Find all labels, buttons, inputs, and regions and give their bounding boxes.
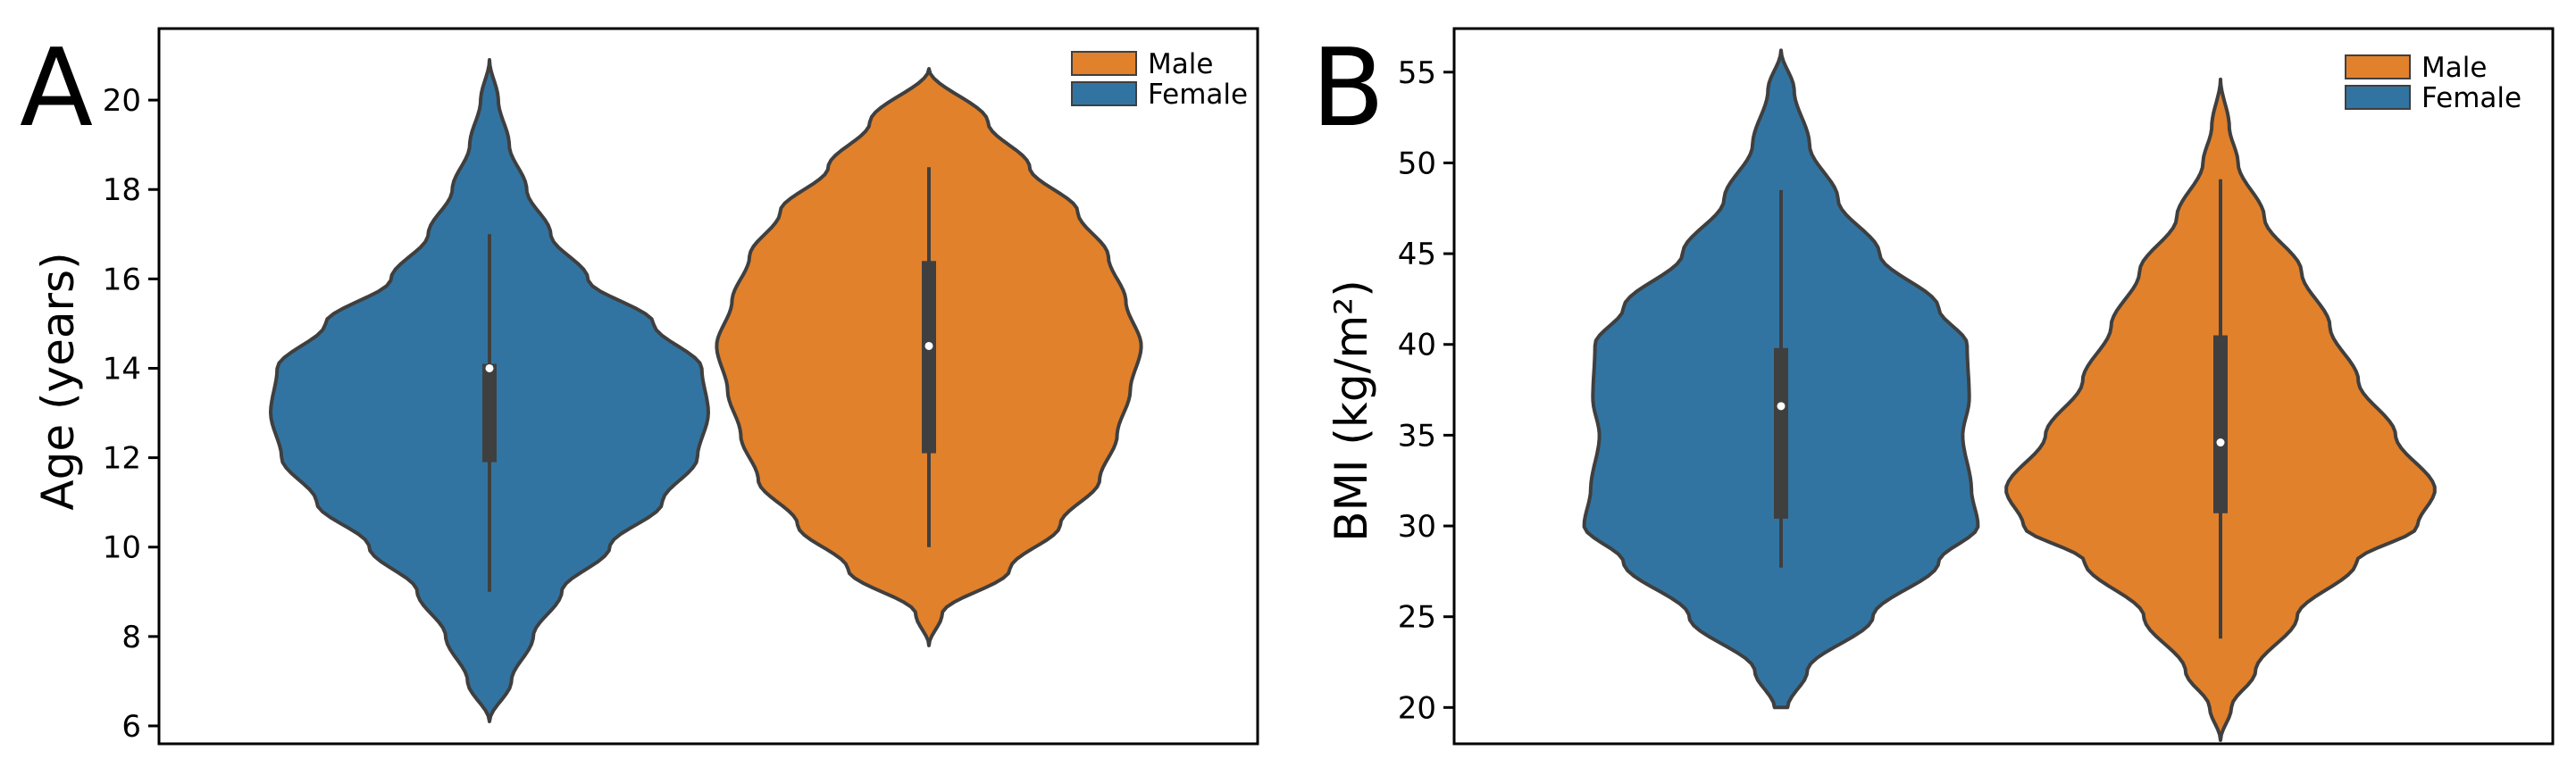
y-tick-label: 8 [121, 620, 141, 655]
y-ticks-b: 20 25 30 35 40 45 50 55 [1398, 55, 1454, 726]
legend-swatch-male-b [2345, 54, 2411, 79]
y-tick-label: 35 [1398, 418, 1436, 454]
y-tick-label: 30 [1398, 509, 1436, 545]
violins-b [1582, 48, 2437, 742]
y-tick-label: 16 [103, 262, 141, 297]
y-tick-label: 50 [1398, 146, 1436, 181]
legend-swatch-female-b [2345, 85, 2411, 110]
y-tick-label: 10 [103, 530, 141, 566]
median-dot-female-b [1777, 402, 1786, 411]
median-dot-male-a [924, 341, 933, 350]
y-tick-label: 12 [103, 441, 141, 477]
y-axis-label-a: Age (years) [32, 252, 84, 510]
iqr-box-male-a [922, 261, 936, 454]
median-dot-female-a [485, 363, 494, 372]
panel-letter-a: A [20, 27, 93, 151]
y-tick-label: 20 [103, 83, 141, 119]
y-tick-label: 6 [121, 709, 141, 745]
y-tick-label: 45 [1398, 237, 1436, 272]
legend-label-female-a: Female [1148, 79, 1248, 111]
y-axis-label-b-text: BMI (kg/m²) [1326, 279, 1377, 541]
legend-a: Male Female [1071, 48, 1248, 111]
legend-b: Male Female [2345, 52, 2522, 114]
y-tick-label: 40 [1398, 328, 1436, 363]
y-tick-label: 25 [1398, 600, 1436, 636]
iqr-box-female-a [482, 363, 497, 463]
plot-frame-a [157, 27, 1259, 746]
legend-label-male-a: Male [1148, 48, 1213, 80]
legend-swatch-male-a [1071, 51, 1137, 76]
panel-b: B BMI (kg/m²) 20 25 30 35 40 45 50 55 Male Fema… [1311, 27, 2555, 746]
legend-swatch-female-a [1071, 81, 1137, 106]
y-ticks-a: 6 8 10 12 14 16 18 20 [103, 83, 159, 745]
y-tick-label: 14 [103, 351, 141, 387]
violins-a [269, 58, 1143, 723]
y-tick-label: 20 [1398, 690, 1436, 726]
legend-label-male-b: Male [2421, 52, 2487, 84]
legend-label-female-b: Female [2421, 82, 2522, 114]
plot-frame-b [1452, 27, 2555, 746]
y-axis-label-b: BMI (kg/m²) [1326, 279, 1377, 541]
panel-a: A Age (years) 6 8 10 12 14 16 18 20 Male Female [20, 27, 1259, 746]
panel-letter-b: B [1311, 27, 1384, 151]
iqr-box-male-b [2213, 335, 2228, 513]
iqr-box-female-b [1774, 347, 1788, 519]
y-tick-label: 55 [1398, 55, 1436, 91]
y-tick-label: 18 [103, 172, 141, 208]
median-dot-male-b [2216, 438, 2225, 447]
